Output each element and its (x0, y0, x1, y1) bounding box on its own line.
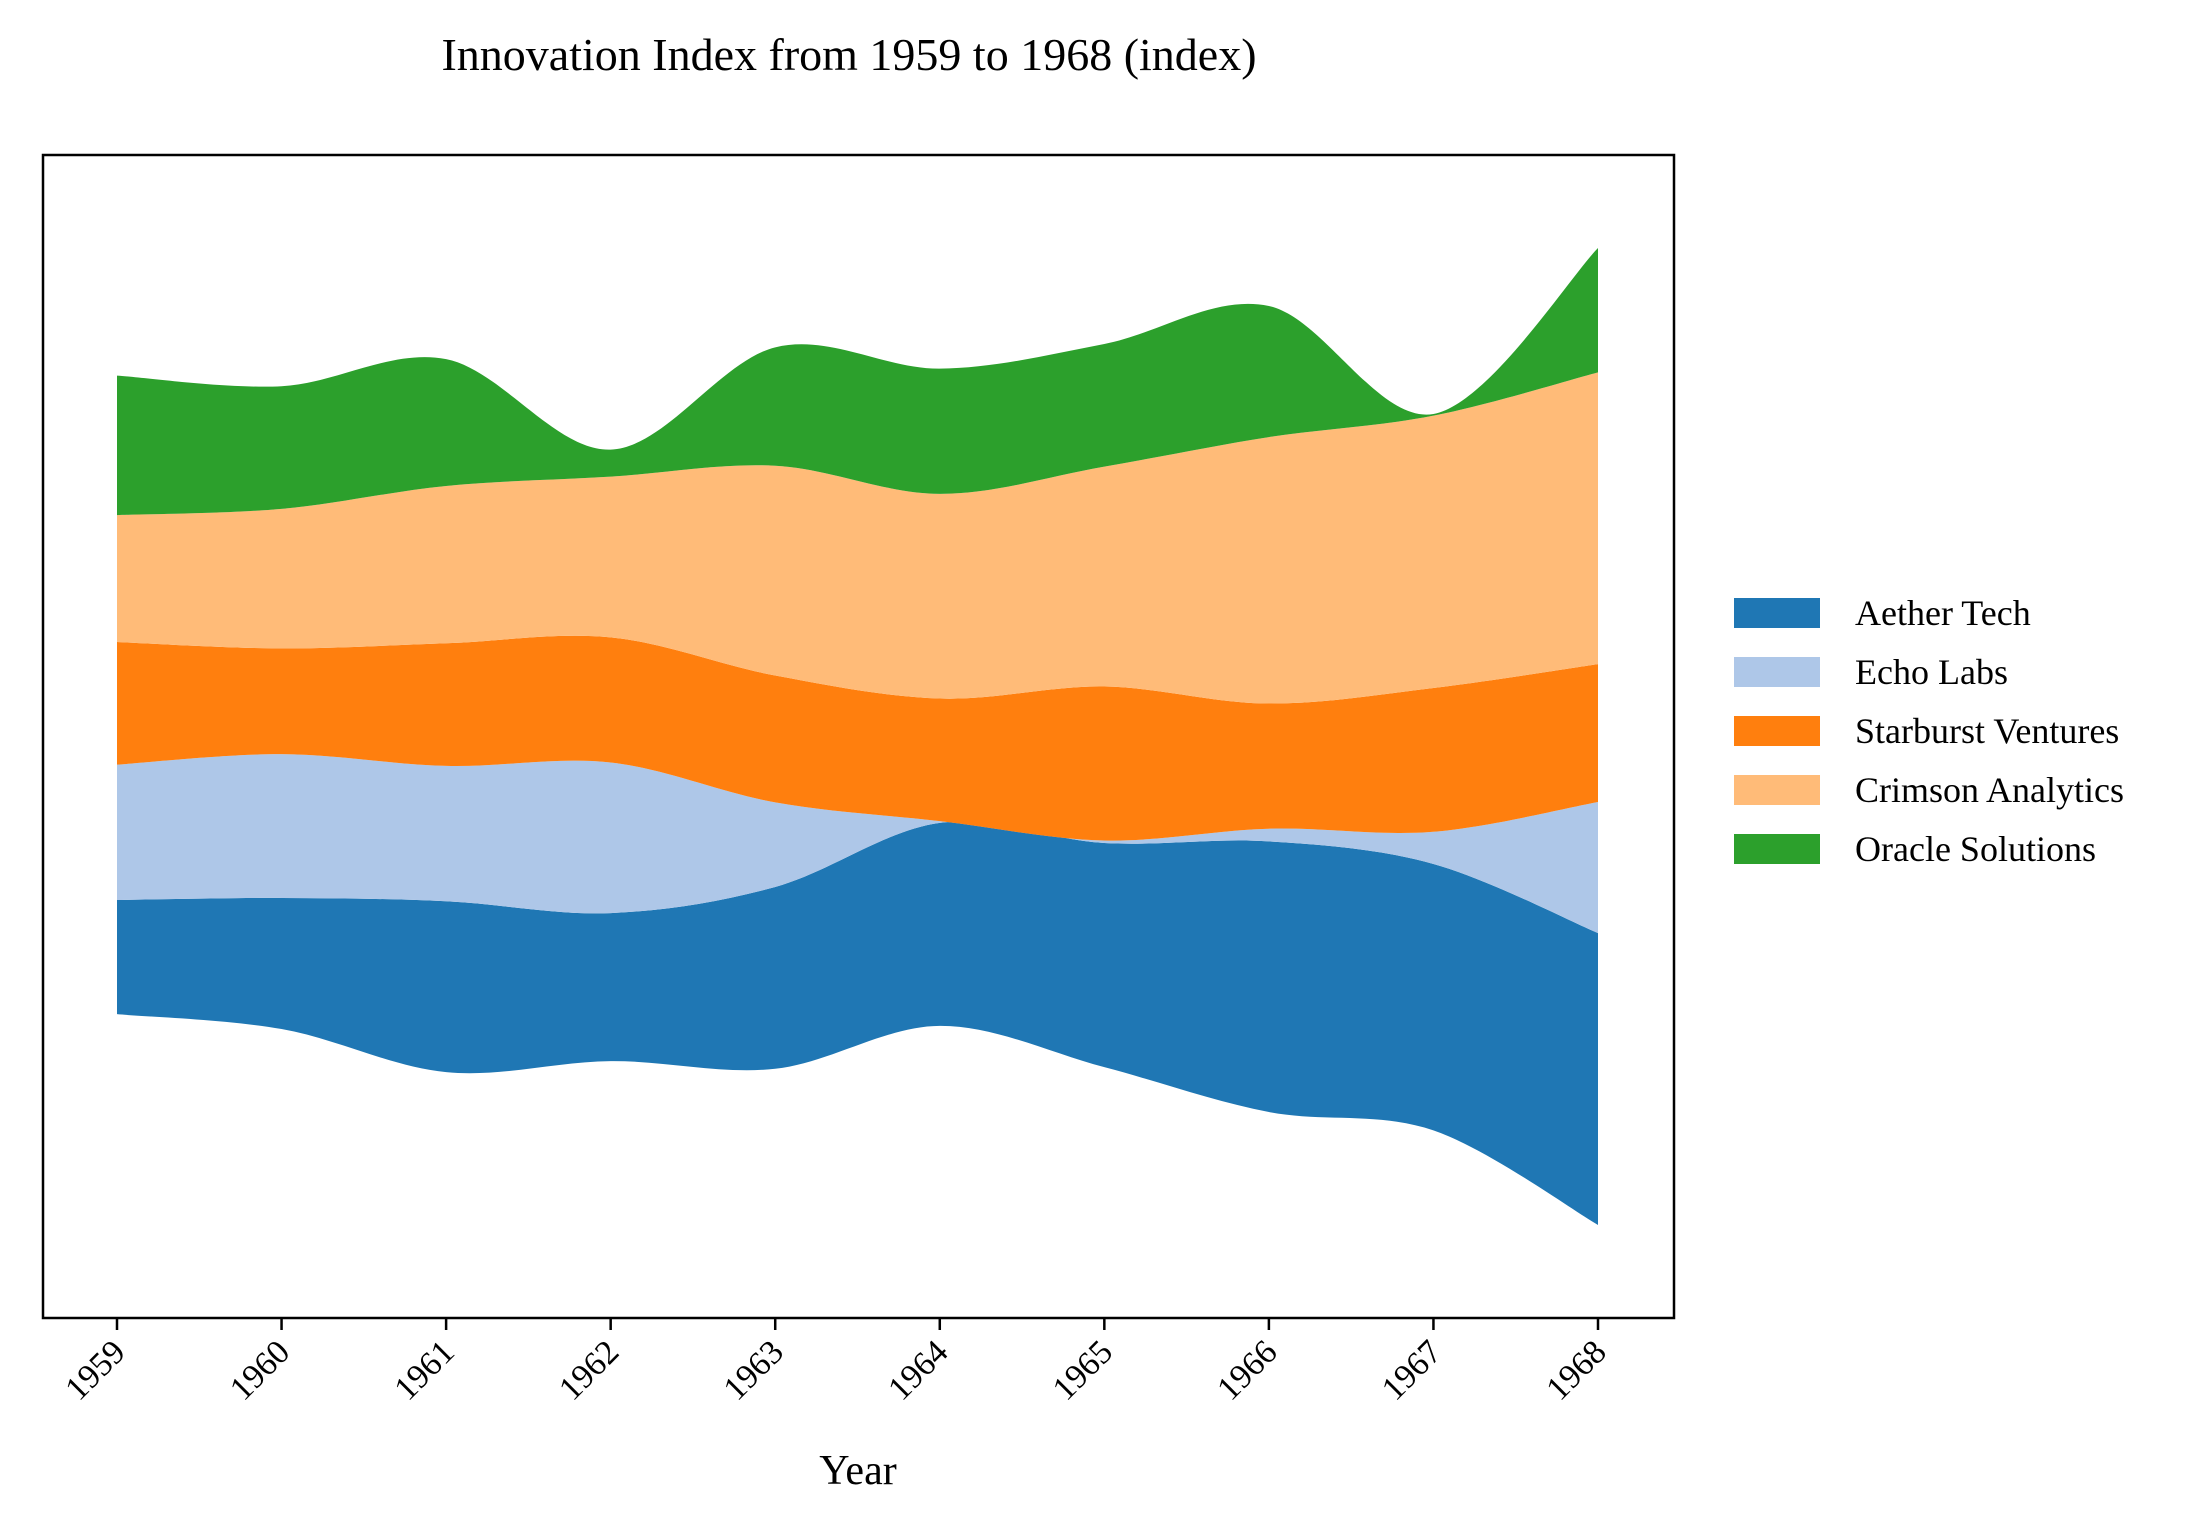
legend-swatch (1734, 598, 1820, 628)
stream-area-echo-labs (117, 754, 1598, 934)
legend-label: Starburst Ventures (1855, 711, 2119, 751)
legend-swatch (1734, 834, 1820, 864)
x-axis-label: Year (819, 1448, 896, 1494)
stream-area-oracle-solutions (117, 248, 1598, 516)
legend: Aether Tech Echo Labs Starburst Ventures Cr… (1734, 593, 2124, 869)
plot-frame (41, 153, 1676, 1320)
stream-area-starburst-ventures (117, 635, 1598, 841)
stream-area-crimson-analytics (117, 372, 1598, 704)
legend-swatch (1734, 657, 1820, 687)
legend-label: Crimson Analytics (1855, 770, 2124, 810)
legend-swatch (1734, 775, 1820, 805)
plot-area (117, 248, 1598, 1225)
legend-swatch (1734, 716, 1820, 746)
legend-label: Aether Tech (1855, 593, 2031, 633)
legend-label: Oracle Solutions (1855, 829, 2096, 869)
legend-label: Echo Labs (1855, 652, 2008, 692)
chart-title: Innovation Index from 1959 to 1968 (inde… (441, 29, 1256, 80)
stream-area-aether-tech (117, 821, 1598, 1225)
